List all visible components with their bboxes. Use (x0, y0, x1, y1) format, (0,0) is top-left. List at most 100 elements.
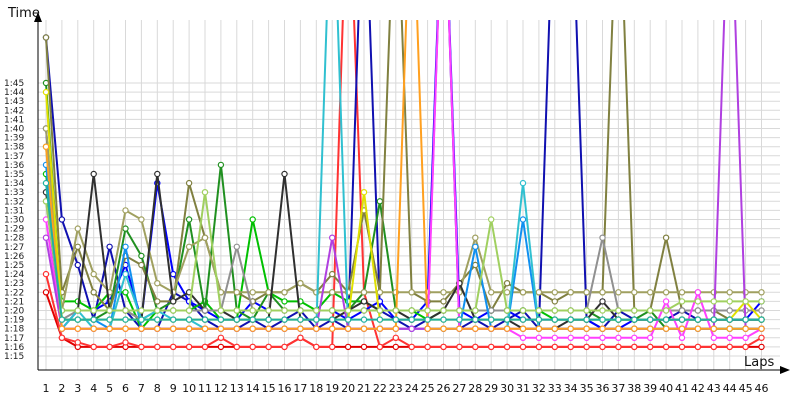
data-point (726, 289, 733, 296)
data-point (503, 289, 511, 296)
y-tick-label: 1:35 (4, 170, 24, 180)
data-point (106, 325, 113, 332)
data-point (90, 343, 97, 351)
data-point (615, 343, 622, 351)
data-point (185, 343, 193, 351)
data-point (297, 316, 304, 323)
data-point (122, 307, 129, 314)
data-point (694, 316, 702, 323)
data-point (599, 334, 606, 341)
data-point (281, 307, 288, 314)
data-point (662, 289, 670, 296)
data-point (647, 325, 654, 332)
data-point (169, 307, 177, 314)
data-point (726, 307, 733, 314)
x-tick-label: 1 (43, 382, 50, 395)
series-lines (42, 20, 765, 351)
y-tick-label: 1:32 (4, 197, 24, 207)
data-point (122, 270, 129, 278)
data-point (90, 270, 97, 278)
data-point (599, 316, 606, 323)
data-point (567, 334, 574, 341)
x-tick-label: 20 (341, 382, 355, 395)
data-point (710, 343, 718, 351)
data-point (710, 334, 718, 341)
data-point (456, 307, 463, 314)
data-point (42, 88, 50, 96)
y-tick-label: 1:23 (4, 279, 24, 289)
data-point (106, 307, 113, 314)
data-point (678, 343, 686, 351)
data-point (694, 289, 702, 296)
data-point (122, 289, 129, 296)
x-tick-label: 39 (643, 382, 657, 395)
data-point (503, 307, 511, 314)
x-tick-label: 19 (325, 382, 339, 395)
data-point (519, 179, 527, 187)
y-tick-label: 1:17 (4, 334, 24, 344)
data-point (169, 316, 177, 323)
data-point (742, 316, 749, 323)
data-point (122, 243, 129, 250)
data-point (678, 307, 686, 314)
data-point (535, 334, 543, 341)
data-point (122, 325, 129, 332)
x-tick-label: 35 (580, 382, 594, 395)
data-point (647, 289, 654, 296)
y-tick-label: 1:26 (4, 252, 24, 262)
data-point (90, 289, 97, 296)
data-point (233, 307, 240, 314)
data-point (440, 298, 447, 305)
y-tick-label: 1:31 (4, 206, 24, 216)
data-point (376, 307, 384, 314)
x-tick-label: 7 (138, 382, 145, 395)
data-point (360, 188, 368, 196)
data-point (519, 325, 527, 332)
data-point (503, 316, 511, 323)
series-line (45, 20, 762, 349)
y-tick-label: 1:21 (4, 297, 24, 307)
data-point (344, 316, 352, 323)
data-point (472, 325, 479, 332)
data-point (615, 289, 622, 296)
data-point (185, 179, 193, 187)
data-point (90, 325, 97, 332)
data-point (185, 325, 193, 332)
data-point (42, 270, 50, 278)
data-point (408, 289, 415, 296)
data-point (694, 325, 702, 332)
data-point (297, 325, 304, 332)
data-point (456, 325, 463, 332)
data-point (138, 216, 145, 223)
data-point (472, 243, 479, 250)
x-tick-label: 34 (564, 382, 578, 395)
data-point (678, 289, 686, 296)
data-point (281, 325, 288, 332)
data-point (74, 325, 82, 332)
y-tick-label: 1:30 (4, 216, 24, 226)
x-tick-label: 23 (389, 382, 403, 395)
data-point (519, 216, 527, 223)
data-point (551, 298, 559, 305)
data-point (615, 325, 622, 332)
y-tick-label: 1:27 (4, 243, 24, 253)
y-tick-label: 1:44 (4, 88, 24, 98)
x-tick-label: 31 (516, 382, 530, 395)
data-point (551, 325, 559, 332)
x-tick-label: 38 (627, 382, 641, 395)
data-point (185, 316, 193, 323)
data-point (472, 307, 479, 314)
data-point (106, 343, 113, 351)
data-point (726, 334, 733, 341)
data-point (376, 325, 384, 332)
data-point (265, 316, 272, 323)
data-point (169, 343, 177, 351)
data-point (424, 307, 431, 314)
data-point (647, 316, 654, 323)
data-point (615, 316, 622, 323)
data-point (503, 280, 511, 287)
data-point (313, 307, 320, 314)
data-point (535, 325, 543, 332)
y-tick-label: 1:20 (4, 307, 24, 317)
data-point (678, 298, 686, 305)
